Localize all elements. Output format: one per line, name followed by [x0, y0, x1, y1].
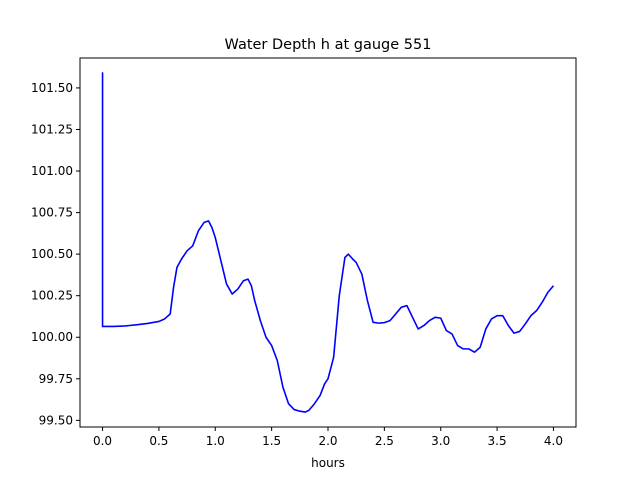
y-axis-ticks: 99.50 99.75 100.00 100.25 100.50 100.75 101.00…	[31, 81, 80, 427]
x-tick-label: 1.5	[262, 434, 281, 448]
y-tick-label: 100.00	[31, 330, 73, 344]
y-tick-label: 101.25	[31, 122, 73, 136]
y-tick-label: 100.50	[31, 247, 73, 261]
x-axis-label: hours	[311, 456, 345, 470]
y-tick-label: 100.75	[31, 206, 73, 220]
x-tick-label: 2.0	[318, 434, 337, 448]
series-layer	[101, 72, 555, 413]
x-tick-label: 3.0	[431, 434, 450, 448]
plot-background	[80, 58, 576, 427]
series-line-0	[101, 72, 555, 413]
x-tick-label: 1.0	[206, 434, 225, 448]
x-tick-label: 0.5	[149, 434, 168, 448]
chart-title: Water Depth h at gauge 551	[225, 37, 432, 53]
y-tick-label: 99.75	[39, 372, 73, 386]
x-axis-ticks: 0.0 0.5 1.0 1.5 2.0 2.5 3.0 3.5 4.0	[93, 427, 563, 448]
y-tick-label: 100.25	[31, 289, 73, 303]
x-tick-label: 2.5	[375, 434, 394, 448]
y-tick-label: 99.50	[39, 413, 73, 427]
x-tick-label: 4.0	[544, 434, 563, 448]
x-tick-label: 3.5	[488, 434, 507, 448]
x-tick-label: 0.0	[93, 434, 112, 448]
y-tick-label: 101.00	[31, 164, 73, 178]
y-tick-label: 101.50	[31, 81, 73, 95]
